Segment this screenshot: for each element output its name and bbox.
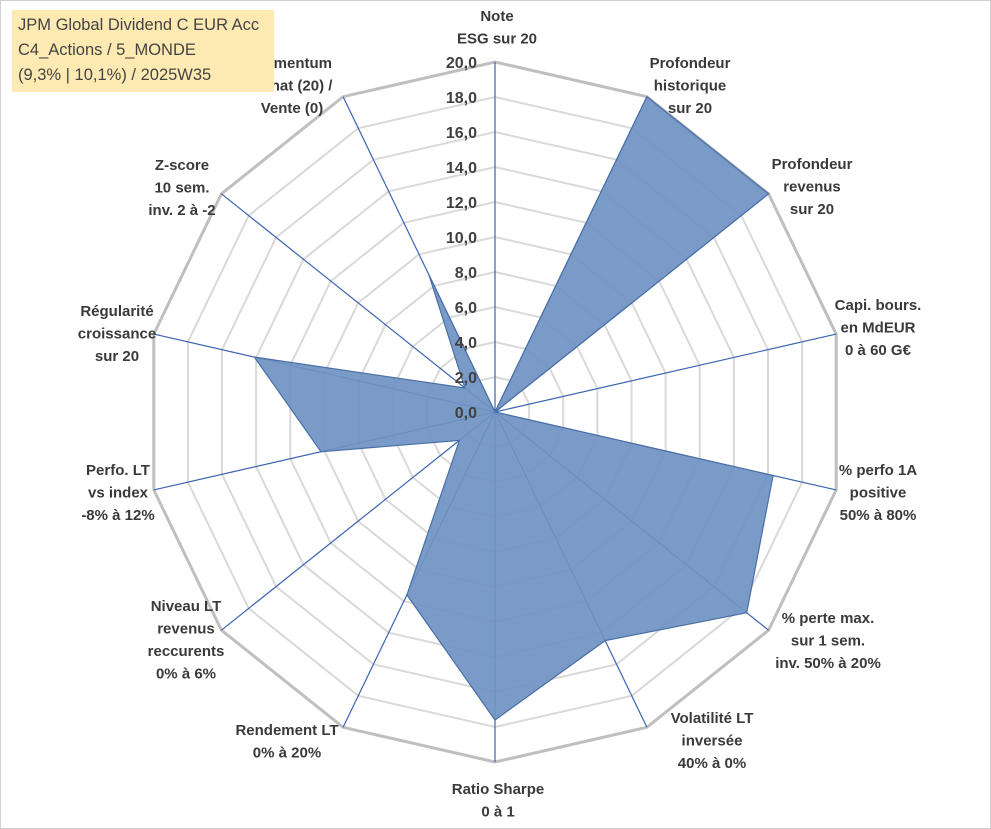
axis-label: Perfo. LT vs index -8% à 12% xyxy=(81,462,154,524)
tick-label: 12,0 xyxy=(446,195,477,212)
axis-spoke xyxy=(494,333,837,413)
axis-label-line: Profondeur xyxy=(650,55,731,72)
axis-label-line: Ratio Sharpe xyxy=(452,781,545,798)
axis-label-line: Note xyxy=(480,8,513,25)
axis-label: Régularité croissance sur 20 xyxy=(78,303,156,365)
axis-spoke xyxy=(221,411,496,631)
axis-label-line: inv. 2 à -2 xyxy=(148,202,215,219)
tick-label: 18,0 xyxy=(446,90,477,107)
radar-axis-labels: Note ESG sur 20 Profondeur historique sur 20… xyxy=(78,8,922,821)
axis-label-line: 0 à 60 G€ xyxy=(845,342,912,359)
tick-label: 10,0 xyxy=(446,230,477,247)
axis-label: Capi. bours. en MdEUR 0 à 60 G€ xyxy=(835,297,922,359)
axis-label-line: historique xyxy=(654,78,727,95)
axis-label-line: sur 20 xyxy=(668,100,712,117)
axis-label-line: Perfo. LT xyxy=(86,462,150,479)
axis-label-line: 10 sem. xyxy=(154,180,209,197)
axis-label-line: sur 20 xyxy=(790,201,834,218)
axis-label-line: Z-score xyxy=(155,157,209,174)
axis-label-line: revenus xyxy=(157,621,215,638)
axis-label-line: -8% à 12% xyxy=(81,507,154,524)
axis-label-line: Volatilité LT xyxy=(671,710,754,727)
axis-label-line: sur 1 sem. xyxy=(791,633,865,650)
axis-label-line: inversée xyxy=(682,733,743,750)
tick-label: 4,0 xyxy=(455,335,477,352)
axis-label: Niveau LT revenus reccurents 0% à 6% xyxy=(148,598,225,683)
tick-label: 20,0 xyxy=(446,55,477,72)
axis-label-line: 40% à 0% xyxy=(678,755,746,772)
axis-spoke xyxy=(221,193,496,413)
axis-label-line: % perte max. xyxy=(782,610,875,627)
axis-label-line: Niveau LT xyxy=(151,598,222,615)
tick-label: 0,0 xyxy=(455,405,477,422)
tick-label: 16,0 xyxy=(446,125,477,142)
axis-label-line: 50% à 80% xyxy=(840,507,917,524)
tick-label: 6,0 xyxy=(455,300,477,317)
radar-series xyxy=(253,95,774,721)
axis-label-line: positive xyxy=(850,485,907,502)
tick-label: 8,0 xyxy=(455,265,477,282)
axis-label-line: Vente (0) xyxy=(261,100,324,117)
axis-label-line: en MdEUR xyxy=(841,320,916,337)
axis-label-line: % perfo 1A xyxy=(839,462,918,479)
axis-label-line: croissance xyxy=(78,326,156,343)
axis-label-line: 0% à 6% xyxy=(156,666,216,683)
radar-tick-labels: 0,0 2,0 4,0 6,0 8,0 10,0 12,0 14,0 16,0 18,0 20,0 xyxy=(446,55,477,422)
fund-stats: (9,3% | 10,1%) / 2025W35 xyxy=(18,66,212,84)
axis-label-line: Capi. bours. xyxy=(835,297,922,314)
axis-label-line: 0% à 20% xyxy=(253,745,321,762)
axis-label-line: inv. 50% à 20% xyxy=(775,655,881,672)
axis-label: Profondeur historique sur 20 xyxy=(650,55,731,117)
axis-label-line: reccurents xyxy=(148,643,225,660)
axis-label: Volatilité LT inversée 40% à 0% xyxy=(671,710,754,772)
axis-label: Profondeur revenus sur 20 xyxy=(772,156,853,218)
tick-label: 2,0 xyxy=(455,370,477,387)
fund-info-box: JPM Global Dividend C EUR Acc C4_Actions… xyxy=(12,10,274,92)
axis-label-line: Régularité xyxy=(80,303,153,320)
axis-label-line: revenus xyxy=(783,179,841,196)
axis-label: Z-score 10 sem. inv. 2 à -2 xyxy=(148,157,215,219)
axis-label: Note ESG sur 20 xyxy=(457,8,537,48)
tick-label: 14,0 xyxy=(446,160,477,177)
axis-label-line: sur 20 xyxy=(95,348,139,365)
axis-label: % perfo 1A positive 50% à 80% xyxy=(839,462,918,524)
series-area xyxy=(253,95,774,721)
axis-label-line: Rendement LT xyxy=(235,722,338,739)
fund-name: JPM Global Dividend C EUR Acc xyxy=(18,16,260,34)
axis-label-line: vs index xyxy=(88,485,149,502)
axis-label-line: ESG sur 20 xyxy=(457,31,537,48)
axis-label: Ratio Sharpe 0 à 1 xyxy=(452,781,545,821)
axis-label-line: Profondeur xyxy=(772,156,853,173)
fund-category: C4_Actions / 5_MONDE xyxy=(18,41,196,59)
axis-label-line: 0 à 1 xyxy=(481,804,514,821)
axis-label: % perte max. sur 1 sem. inv. 50% à 20% xyxy=(775,610,881,672)
axis-label: Rendement LT 0% à 20% xyxy=(235,722,338,762)
